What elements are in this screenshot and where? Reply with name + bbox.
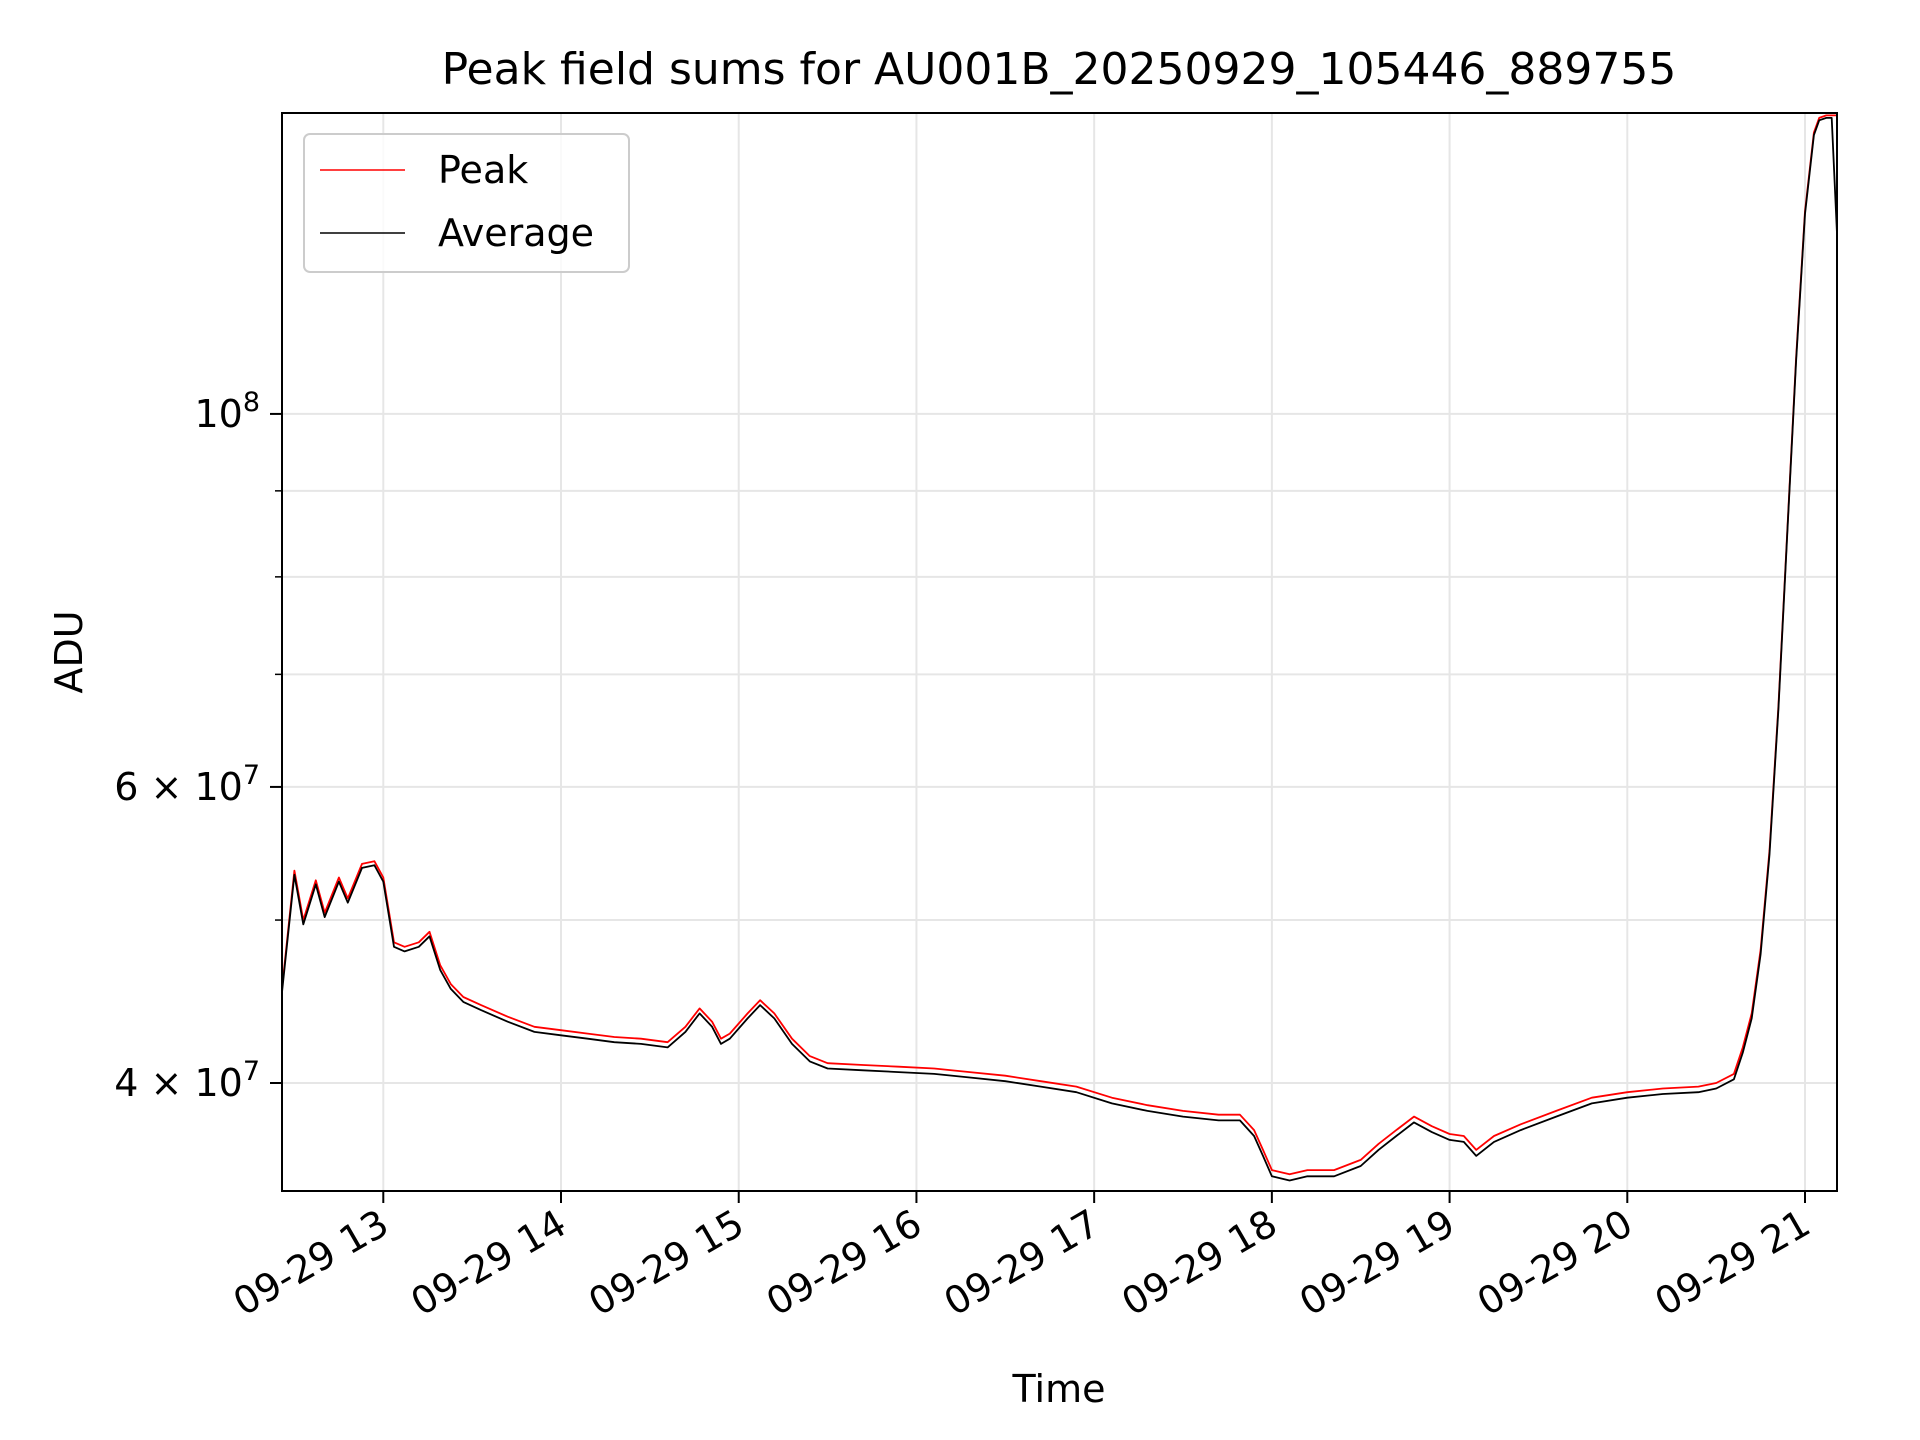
- x-axis-label: Time: [1012, 1367, 1106, 1411]
- legend-box: [303, 133, 630, 273]
- plot-frame: [281, 112, 1838, 1192]
- series-average-line: [282, 117, 1837, 1182]
- legend: Peak Average: [303, 133, 630, 273]
- series-layer: [282, 114, 1837, 1182]
- y-axis: 108 6 × 107 4 × 107: [114, 387, 282, 1105]
- y-tick-label: 6 × 107: [114, 760, 260, 809]
- series-peak-line: [282, 114, 1837, 1176]
- y-tick-label: 108: [194, 387, 260, 436]
- legend-peak-label: Peak: [438, 148, 528, 192]
- chart-title: Peak field sums for AU001B_20250929_1054…: [442, 44, 1677, 95]
- y-tick-label: 4 × 107: [114, 1056, 260, 1105]
- legend-average-label: Average: [438, 211, 594, 255]
- grid: [282, 113, 1837, 1191]
- y-axis-label: ADU: [47, 610, 91, 693]
